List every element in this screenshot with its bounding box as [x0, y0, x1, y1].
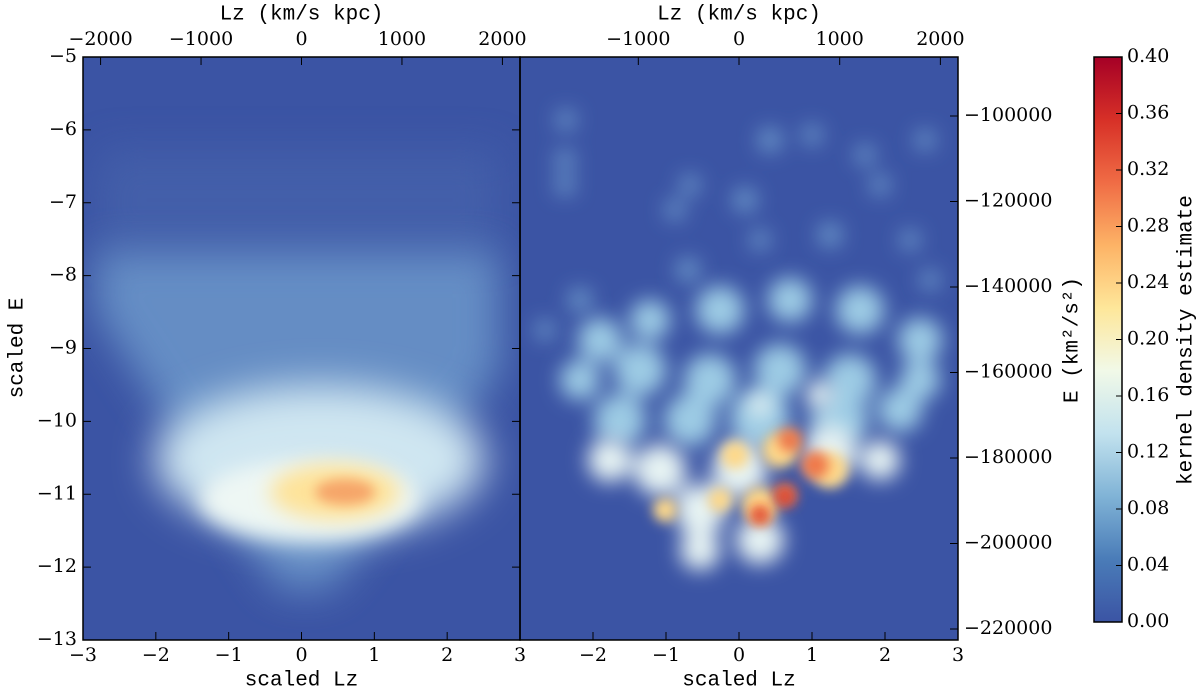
y-tick-label: −9 [49, 337, 77, 359]
colorbar-tick-label: 0.12 [1127, 441, 1169, 463]
y-tick-label: −5 [49, 45, 77, 67]
x-tick-label: 3 [514, 644, 526, 666]
y-tick-label: −7 [49, 191, 77, 213]
y2-tick-label: −140000 [964, 275, 1052, 297]
x-axis-label: scaled Lz [245, 670, 358, 691]
x2-tick-label: 1000 [378, 28, 426, 50]
y-tick-label: −13 [37, 628, 77, 650]
y2-tick-label: −120000 [964, 189, 1052, 211]
y-tick-label: −11 [37, 482, 77, 504]
x-tick-label: −1 [652, 644, 680, 666]
x-tick-label: 3 [952, 644, 964, 666]
colorbar-tick-label: 0.28 [1127, 215, 1169, 237]
x-tick-label: −1 [215, 644, 243, 666]
x2-axis-label: Lz (km/s kpc) [220, 4, 384, 27]
colorbar-tick-label: 0.32 [1127, 158, 1169, 180]
colorbar-tick-label: 0.00 [1127, 610, 1169, 632]
y2-tick-label: −180000 [964, 446, 1052, 468]
y2-tick-label: −160000 [964, 361, 1052, 383]
y2-tick-label: −220000 [964, 617, 1052, 639]
y-tick-label: −12 [37, 555, 77, 577]
x2-tick-label: 2000 [478, 28, 526, 50]
x2-tick-label: 0 [295, 28, 307, 50]
x-axis-label: scaled Lz [682, 670, 795, 691]
x2-tick-label: 0 [733, 28, 745, 50]
x-tick-label: −2 [142, 644, 170, 666]
colorbar-tick-label: 0.04 [1127, 554, 1169, 576]
y-tick-label: −8 [49, 264, 77, 286]
colorbar-tick-label: 0.36 [1127, 102, 1169, 124]
x-tick-label: 0 [733, 644, 745, 666]
x-tick-label: 2 [441, 644, 453, 666]
x-tick-label: 1 [806, 644, 818, 666]
density-image [95, 150, 500, 590]
x-tick-label: −3 [69, 644, 97, 666]
x2-tick-label: 2000 [916, 28, 964, 50]
x2-tick-label: −2000 [68, 28, 132, 50]
x2-tick-label: −1000 [169, 28, 233, 50]
colorbar-tick-label: 0.24 [1127, 271, 1169, 293]
x-tick-label: 0 [295, 644, 307, 666]
x-tick-label: 2 [879, 644, 891, 666]
x-tick-label: −2 [579, 644, 607, 666]
colorbar-tick-label: 0.08 [1127, 497, 1169, 519]
y2-axis-label: E (km²/s²) [1062, 277, 1085, 403]
y-tick-label: −6 [49, 118, 77, 140]
x-tick-label: 1 [368, 644, 380, 666]
y2-tick-label: −100000 [964, 104, 1052, 126]
y2-tick-label: −200000 [964, 532, 1052, 554]
x2-tick-label: 1000 [816, 28, 864, 50]
density-image [535, 110, 942, 570]
colorbar-tick-label: 0.40 [1127, 45, 1169, 67]
colorbar-tick-label: 0.16 [1127, 384, 1169, 406]
colorbar-label: kernel density estimate [1176, 195, 1199, 485]
y-axis-label: scaled E [7, 298, 30, 399]
y-tick-label: −10 [37, 409, 77, 431]
x2-axis-label: Lz (km/s kpc) [657, 4, 821, 27]
x2-tick-label: −1000 [606, 28, 670, 50]
colorbar-tick-label: 0.20 [1127, 328, 1169, 350]
